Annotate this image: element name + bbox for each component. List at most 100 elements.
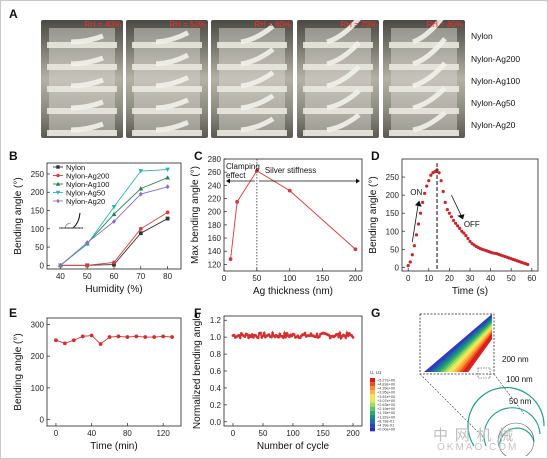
sample-label: Nylon-Ag50 — [471, 98, 516, 108]
simulation-panel: U, U1 +5.27e+00+4.83e+00+4.39e+00+3.95e+0… — [370, 313, 545, 456]
y-tick-label: 0.2 — [210, 401, 222, 410]
x-tick-label: 60 — [110, 272, 119, 281]
arrow-head — [414, 200, 422, 207]
x-tick-label: 100 — [283, 274, 297, 283]
data-point — [249, 335, 253, 339]
colorbar-swatch — [370, 398, 375, 403]
sample-strip — [155, 30, 190, 45]
panel-label-b: B — [9, 149, 18, 163]
colorbar-swatch — [370, 410, 375, 415]
sample-strips-illustration — [217, 24, 287, 136]
arrow-head — [457, 214, 465, 220]
data-point — [433, 170, 437, 174]
y-axis-label: Bending angle (°) — [13, 177, 24, 254]
data-point — [277, 335, 280, 339]
data-point — [247, 336, 250, 340]
x-tick-label: 120 — [156, 429, 170, 438]
data-point — [261, 334, 265, 338]
data-point — [427, 179, 431, 183]
data-point — [283, 331, 286, 335]
y-axis-label: Normalized bending angle — [192, 312, 203, 429]
data-point — [353, 247, 358, 252]
sample-strip — [240, 47, 275, 67]
data-point — [56, 165, 60, 169]
holder-ledge — [47, 108, 117, 114]
y-tick-label: 150 — [386, 209, 400, 218]
data-point — [165, 216, 170, 221]
y-tick-label: 200 — [31, 188, 45, 197]
y-tick-label: 180 — [208, 221, 222, 230]
data-point — [284, 335, 288, 339]
data-point — [447, 211, 451, 215]
data-point — [116, 334, 121, 339]
panel-label-f: F — [194, 306, 202, 320]
rh-label: RH = 80% — [426, 20, 463, 29]
sample-strip — [412, 37, 447, 67]
x-axis-label: Number of cycle — [257, 441, 330, 452]
ag-200nm-arc — [467, 386, 545, 447]
rh-label: RH = 70% — [340, 20, 377, 29]
y-tick-label: 120 — [208, 260, 222, 269]
sample-strip — [240, 70, 275, 89]
sample-label: Nylon-Ag200 — [471, 54, 521, 64]
colorbar-swatch — [370, 394, 375, 399]
holder-ledge — [389, 64, 459, 70]
legend-label: Nylon-Ag200 — [66, 171, 109, 180]
colorbar-label: +1.76e+00 — [377, 411, 395, 415]
data-point — [292, 333, 296, 337]
panel-label-c: C — [194, 149, 203, 163]
holder-ledge — [303, 64, 373, 70]
data-point — [453, 221, 458, 225]
series-line — [60, 218, 168, 266]
colorbar-label: +4.39e-01 — [377, 424, 394, 428]
y-tick-label: 0.6 — [210, 367, 222, 376]
data-point — [228, 257, 233, 262]
legend-label: Nylon-Ag50 — [66, 188, 105, 197]
data-point — [259, 331, 262, 335]
data-point — [71, 338, 76, 343]
stress-band — [433, 318, 492, 372]
x-tick-label: 50 — [83, 272, 92, 281]
colorbar-label: +5.27e+00 — [377, 378, 395, 382]
colorbar-swatch — [370, 386, 375, 391]
stress-band — [446, 325, 492, 372]
stress-band — [430, 317, 492, 372]
x-tick-label: 100 — [286, 429, 300, 438]
y-tick-label: 150 — [31, 207, 45, 216]
stress-band — [449, 326, 492, 372]
data-point — [414, 233, 419, 237]
x-tick-label: 80 — [123, 429, 132, 438]
humidity-photo: RH = 80% — [383, 20, 465, 138]
data-point — [315, 332, 319, 336]
colorbar-swatch — [370, 414, 375, 419]
data-point — [161, 334, 166, 339]
colorbar-label: +0.00e+00 — [377, 428, 395, 432]
sample-strip — [412, 20, 444, 45]
x-axis-label: Humidity (%) — [85, 284, 142, 295]
chart-humidity: 40 50 60 70 80 0 50 100 150 200 250 Humidity (%) Ben… — [13, 162, 182, 295]
data-point — [445, 207, 449, 212]
colorbar-swatch — [370, 402, 375, 407]
data-point — [125, 335, 130, 339]
holder-ledge — [217, 130, 287, 136]
data-point — [278, 332, 282, 336]
y-tick-label: 0.8 — [210, 350, 222, 359]
data-point — [425, 184, 429, 188]
sample-strip — [70, 33, 104, 45]
colorbar-swatch — [370, 406, 375, 411]
holder-ledge — [303, 86, 373, 92]
y-tick-label: 300 — [31, 320, 45, 329]
colorbar-label: +2.63e+00 — [377, 403, 395, 407]
watermark: 中 网 机 械 — [433, 426, 515, 444]
data-point — [112, 262, 116, 267]
fiber-core-outline — [497, 422, 535, 456]
data-point — [111, 211, 117, 217]
data-point — [58, 262, 63, 268]
sample-strip — [155, 97, 190, 111]
y-tick-label: 200 — [386, 191, 400, 200]
data-point — [56, 198, 60, 204]
arrow-on — [411, 202, 419, 243]
plot-frame — [401, 158, 539, 272]
x-tick-label: 40 — [87, 429, 96, 438]
data-point — [271, 331, 274, 335]
